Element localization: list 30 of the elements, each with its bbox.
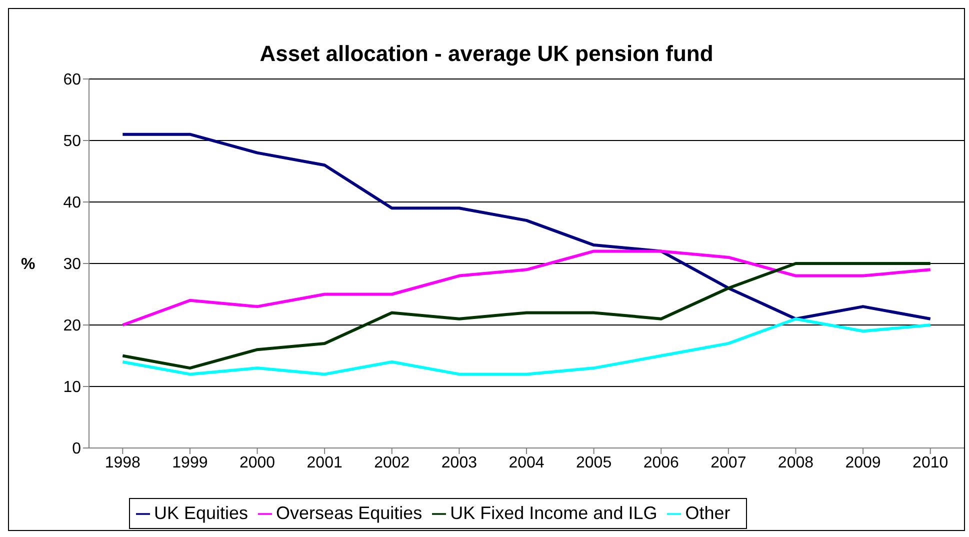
x-tick-label: 1998: [104, 454, 141, 472]
y-tick-label: 50: [63, 133, 82, 150]
y-tick-label: 0: [72, 440, 82, 458]
line-series: [121, 262, 932, 370]
x-tick-label: 2005: [576, 454, 612, 472]
x-tick-label: 2001: [306, 454, 342, 472]
legend-label: UK Fixed Income and ILG: [450, 503, 658, 523]
x-tick-label: 2010: [912, 454, 948, 472]
y-axis-title: %: [21, 256, 36, 274]
x-tick-label: 2006: [643, 454, 680, 472]
line-series: [121, 132, 932, 320]
y-tick-label: 20: [63, 318, 82, 335]
x-tick-label: 2007: [710, 454, 746, 472]
y-tick-label: 30: [63, 256, 82, 274]
x-tick-label: 2003: [441, 454, 478, 472]
x-tick-label: 1999: [172, 454, 208, 472]
legend-label: Other: [685, 503, 730, 523]
x-tick-label: 2004: [508, 454, 544, 472]
line-series: [121, 250, 932, 326]
x-tick-label: 2000: [239, 454, 276, 472]
y-tick-label: 10: [63, 379, 82, 396]
legend-label: UK Equities: [154, 503, 248, 523]
x-tick-label: 2009: [845, 454, 881, 472]
x-tick-label: 2002: [374, 454, 410, 472]
y-tick-label: 60: [63, 72, 82, 89]
line-series: [121, 317, 932, 376]
x-tick-label: 2008: [778, 454, 814, 472]
chart-title: Asset allocation - average UK pension fund: [258, 40, 714, 66]
legend-label: Overseas Equities: [276, 503, 422, 523]
y-tick-label: 40: [63, 194, 82, 212]
